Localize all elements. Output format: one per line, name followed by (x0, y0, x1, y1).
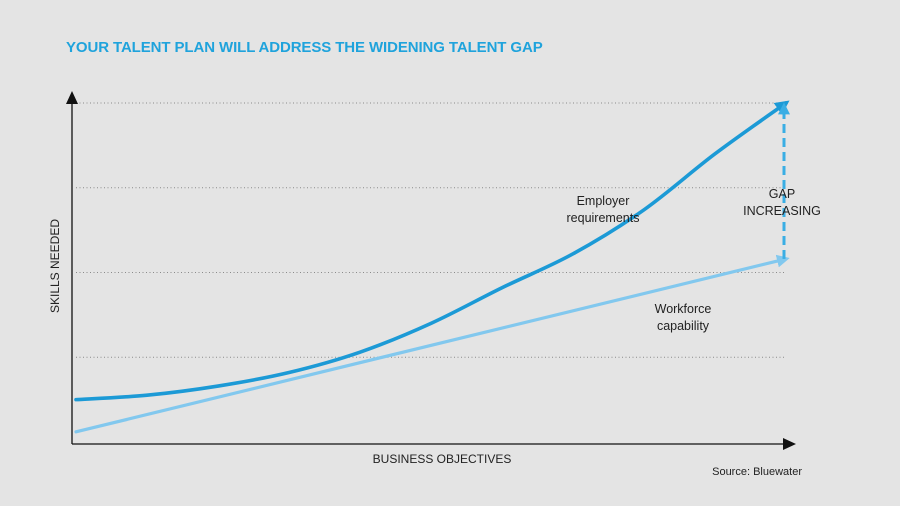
series-line-employer-requirements (74, 100, 790, 402)
series-line-workforce-capability (74, 254, 790, 434)
x-axis-arrowhead (783, 438, 796, 450)
annotation-gap-increasing: GAP INCREASING (743, 187, 821, 218)
y-axis-label: SKILLS NEEDED (48, 218, 62, 314)
annotation-employer-requirements: Employer requirements (566, 194, 640, 225)
axes (66, 91, 796, 450)
annotation-workforce-capability: Workforce capability (654, 302, 712, 333)
chart-title: YOUR TALENT PLAN WILL ADDRESS THE WIDENI… (66, 39, 543, 56)
x-axis-label: BUSINESS OBJECTIVES (372, 452, 512, 466)
series-lines (74, 100, 790, 434)
y-axis-arrowhead (66, 91, 78, 104)
grid-lines (76, 102, 786, 358)
source-note: Source: Bluewater (712, 466, 802, 478)
